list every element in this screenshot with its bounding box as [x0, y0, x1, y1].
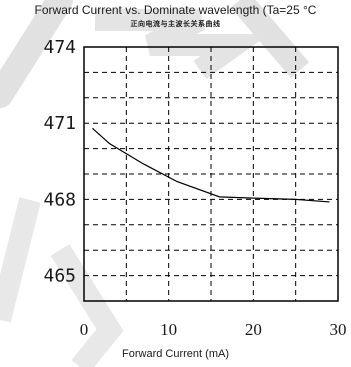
- x-tick-label-2: 20: [245, 320, 262, 339]
- chart-subtitle: 正向电流与主波长关系曲线: [130, 20, 221, 28]
- y-tick-label-3: 474: [43, 37, 76, 58]
- chart-title: Forward Current vs. Dominate wavelength …: [34, 3, 317, 17]
- y-tick-label-0: 465: [43, 266, 76, 287]
- series-line-0: [92, 127, 330, 203]
- plot-frame: [83, 46, 339, 302]
- x-tick-label-1: 10: [160, 320, 177, 339]
- x-tick-label-3: 30: [330, 320, 347, 339]
- grid-lines: [84, 47, 338, 301]
- x-tick-label-0: 0: [80, 320, 89, 339]
- y-tick-label-2: 471: [43, 113, 76, 134]
- y-tick-label-1: 468: [43, 189, 76, 210]
- x-axis-label: Forward Current (mA): [122, 348, 229, 360]
